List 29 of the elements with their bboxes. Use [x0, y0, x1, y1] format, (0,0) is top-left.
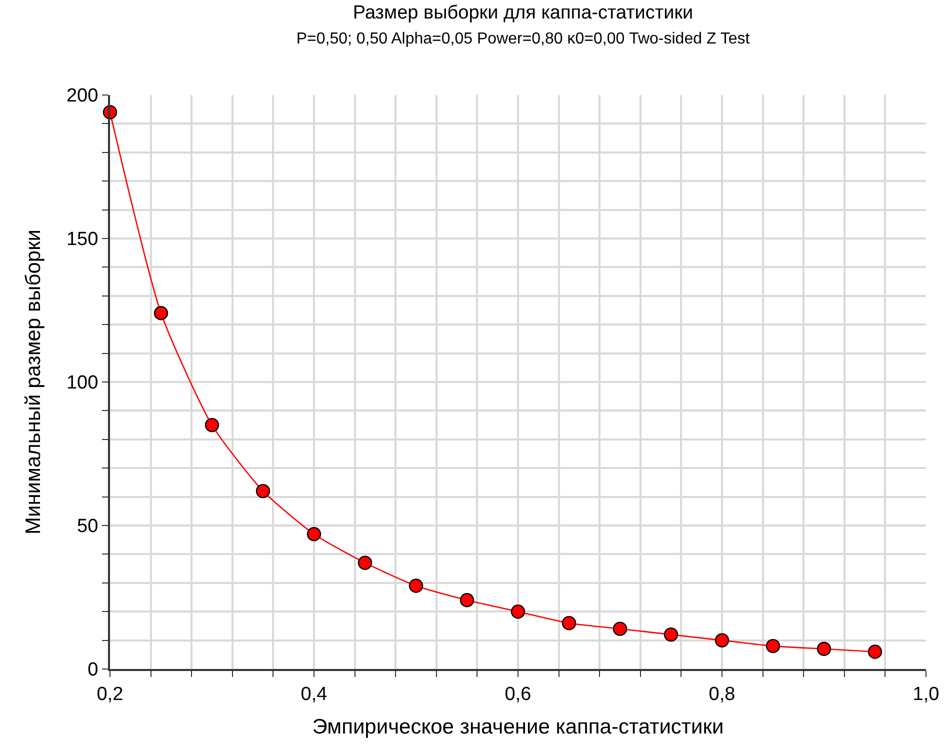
point [358, 556, 372, 570]
point [766, 638, 780, 654]
point [154, 306, 168, 320]
x-tick-label: 0,8 [708, 684, 736, 705]
x-tick-label: 0,6 [504, 684, 532, 705]
point [714, 633, 730, 648]
point [306, 527, 322, 542]
x-tick-label: 1,0 [912, 684, 940, 705]
y-axis-title: Минимальный размер выборки [22, 229, 46, 535]
x-axis-title: Эмпирическое значение каппа-статистики [312, 716, 724, 738]
point [408, 578, 424, 593]
chart-subtitle: P=0,50; 0,50 Alpha=0,05 Power=0,80 κ0=0,00 Two-sided Z Test [296, 30, 750, 48]
y-tick-label: 50 [77, 516, 98, 538]
chart-title: Размер выборки для каппа-статистики [352, 2, 694, 24]
point [664, 627, 678, 642]
point [612, 622, 628, 636]
y-tick-label: 100 [66, 372, 98, 394]
point [562, 616, 576, 630]
point [256, 484, 270, 498]
point [204, 418, 220, 432]
point [510, 604, 526, 619]
y-tick-label: 0 [88, 660, 98, 681]
y-tick-label: 200 [66, 86, 98, 107]
point [868, 644, 882, 659]
point [816, 642, 832, 656]
point [460, 593, 474, 608]
y-tick-label: 150 [66, 229, 98, 250]
x-tick-label: 0,2 [96, 684, 124, 705]
x-tick-label: 0,4 [300, 684, 328, 705]
